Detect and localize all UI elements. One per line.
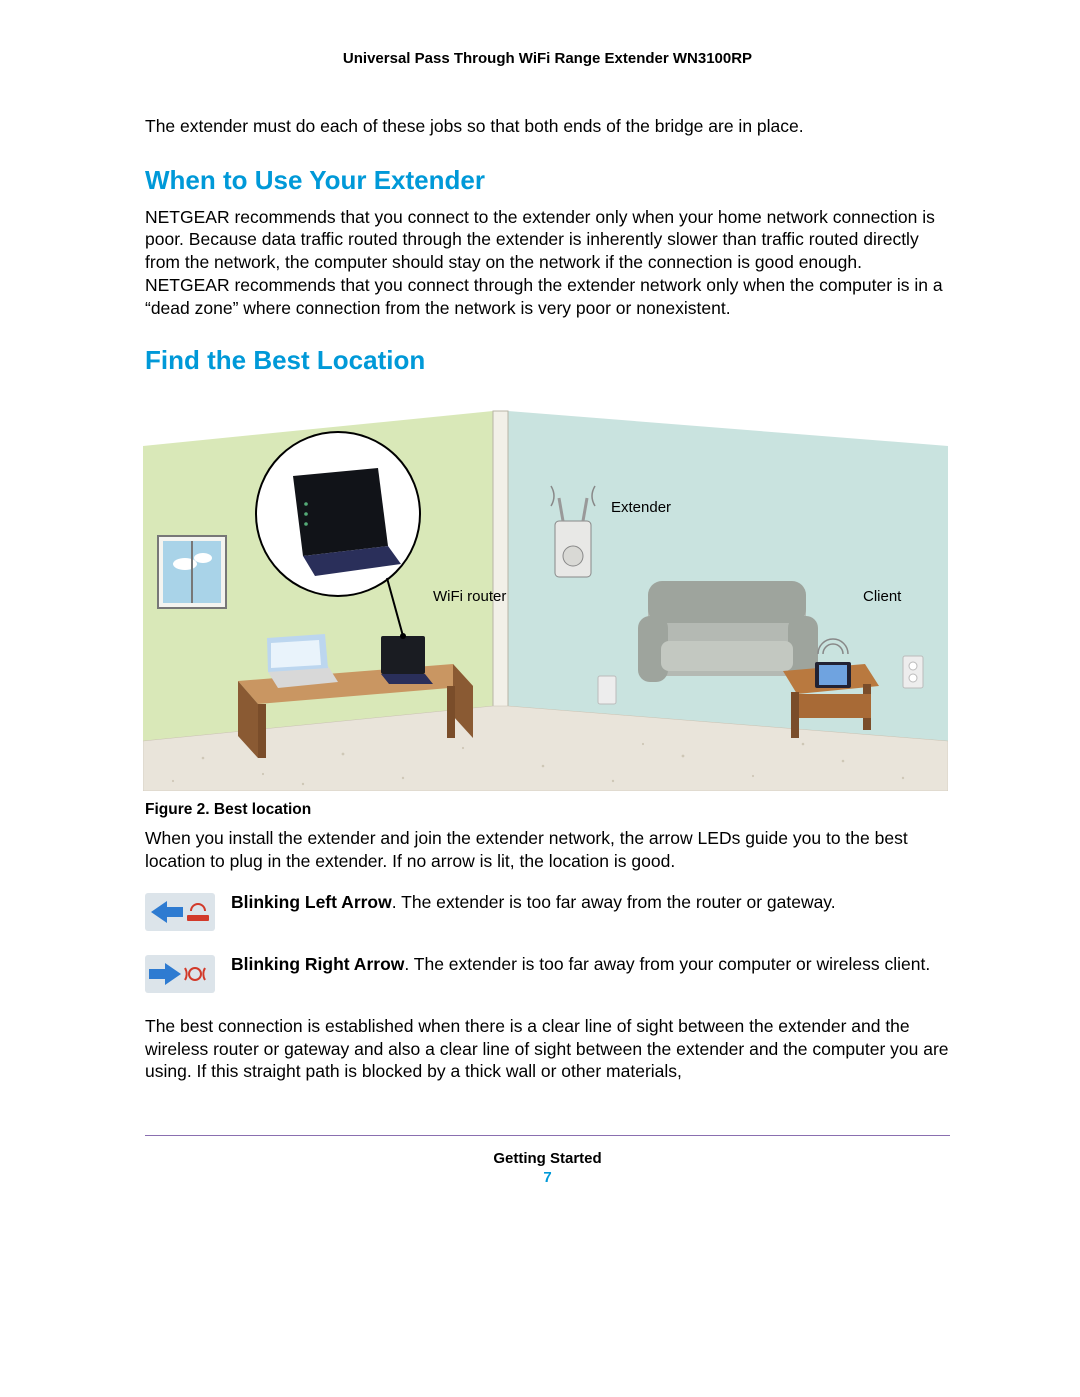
footer-rule bbox=[145, 1135, 950, 1136]
arrow-right-rest: . The extender is too far away from your… bbox=[404, 954, 930, 974]
best-location-illustration: WiFi router Extender bbox=[143, 386, 948, 791]
section-heading-when-to-use: When to Use Your Extender bbox=[145, 165, 950, 196]
blinking-left-arrow-icon bbox=[145, 893, 215, 931]
intro-paragraph: The extender must do each of these jobs … bbox=[145, 115, 950, 139]
section2-p1: When you install the extender and join t… bbox=[145, 827, 950, 873]
section1-body: NETGEAR recommends that you connect to t… bbox=[145, 206, 950, 320]
svg-text:Client: Client bbox=[863, 588, 902, 605]
footer-label: Getting Started bbox=[145, 1150, 950, 1167]
svg-text:WiFi router: WiFi router bbox=[433, 588, 506, 605]
figure-best-location: WiFi router Extender bbox=[143, 386, 948, 791]
arrow-left-bold: Blinking Left Arrow bbox=[231, 892, 392, 912]
section-heading-best-location: Find the Best Location bbox=[145, 345, 950, 376]
blinking-right-arrow-icon bbox=[145, 955, 215, 993]
arrow-right-text: Blinking Right Arrow. The extender is to… bbox=[231, 953, 950, 976]
arrow-left-text: Blinking Left Arrow. The extender is too… bbox=[231, 891, 950, 914]
arrow-row-right: Blinking Right Arrow. The extender is to… bbox=[145, 953, 950, 993]
figure-caption: Figure 2. Best location bbox=[145, 801, 950, 819]
arrow-right-bold: Blinking Right Arrow bbox=[231, 954, 404, 974]
section2-p2: The best connection is established when … bbox=[145, 1015, 950, 1083]
arrow-left-rest: . The extender is too far away from the … bbox=[392, 892, 836, 912]
arrow-row-left: Blinking Left Arrow. The extender is too… bbox=[145, 891, 950, 931]
document-header: Universal Pass Through WiFi Range Extend… bbox=[145, 50, 950, 67]
svg-text:Extender: Extender bbox=[611, 499, 671, 516]
page-number: 7 bbox=[145, 1169, 950, 1186]
